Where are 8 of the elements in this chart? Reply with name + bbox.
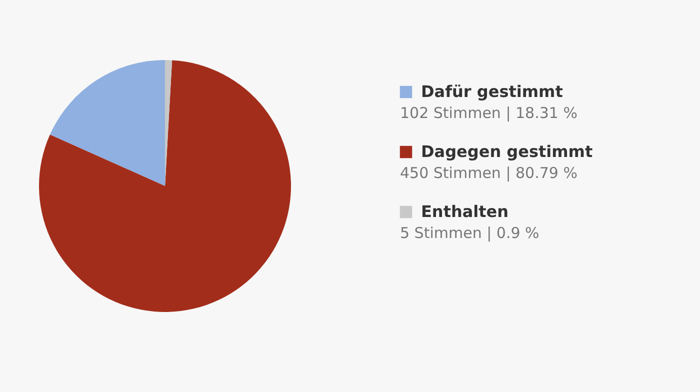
legend-label: Dagegen gestimmt <box>421 142 593 161</box>
legend-label: Dafür gestimmt <box>421 82 564 101</box>
data-label: 5 Stimmen | 0.9 % <box>400 224 540 242</box>
pie-slice <box>39 60 291 312</box>
pie-slice <box>50 60 165 186</box>
data-label: 102 Stimmen | 18.31 % <box>400 104 578 122</box>
legend-label: Enthalten <box>421 202 509 221</box>
data-label: 450 Stimmen | 80.79 % <box>400 164 578 182</box>
